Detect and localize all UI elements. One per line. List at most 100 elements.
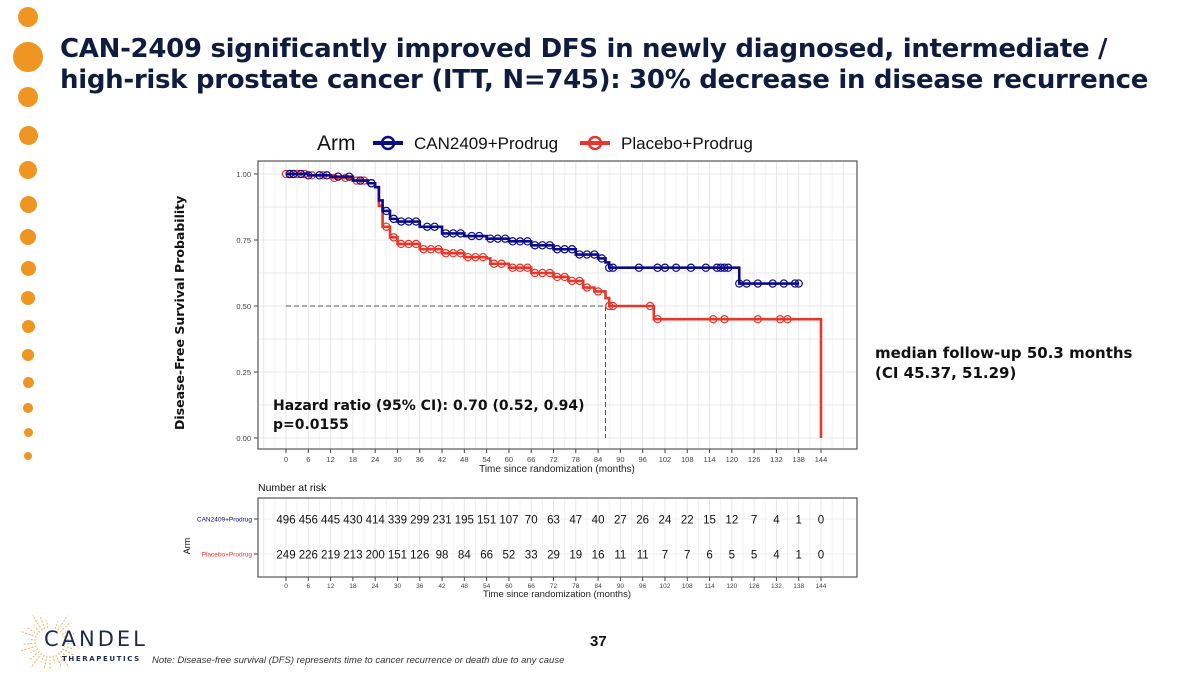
censor-mark	[553, 245, 562, 254]
risk-table-cell: 7	[751, 515, 757, 527]
risk-table-cell: 11	[637, 550, 649, 562]
legend-item-can2409: CAN2409+Prodrug	[373, 134, 558, 153]
survival-curve-line	[286, 172, 799, 285]
risk-table-cell: 126	[410, 550, 429, 562]
risk-table-cell: 299	[410, 515, 429, 527]
x-tick-label: 48	[461, 583, 469, 590]
x-tick-label: 24	[372, 583, 380, 590]
censor-mark	[456, 229, 465, 238]
censor-mark	[382, 206, 391, 216]
censor-mark	[590, 250, 599, 259]
censor-mark	[404, 217, 413, 226]
risk-table-cell: 47	[569, 515, 582, 527]
censor-mark	[478, 252, 488, 262]
censor-mark	[285, 169, 294, 179]
x-tick-label: 78	[572, 583, 580, 590]
x-tick-label: 54	[483, 583, 491, 590]
x-tick-label: 72	[550, 583, 558, 590]
censor-mark	[434, 245, 443, 254]
censor-mark	[560, 272, 569, 282]
risk-table-cell: 7	[662, 550, 668, 562]
censor-mark	[474, 231, 484, 241]
risk-table-cell: 7	[684, 550, 690, 562]
censor-mark	[456, 248, 465, 258]
legend-label-placebo: Placebo+Prodrug	[621, 134, 753, 153]
censor-mark	[653, 263, 662, 272]
censor-mark	[545, 268, 554, 278]
censor-mark	[538, 268, 547, 278]
censor-mark	[775, 315, 785, 324]
decorative-dot	[19, 161, 37, 179]
y-tick-label: 0.00	[236, 434, 251, 443]
risk-table-row-label: Placebo+Prodrug	[202, 552, 253, 559]
hazard-ratio-text: Hazard ratio (95% CI): 0.70 (0.52, 0.94)	[273, 398, 585, 414]
risk-table-cell: 445	[321, 515, 340, 527]
censor-mark	[344, 172, 354, 181]
censor-mark	[389, 214, 398, 224]
x-tick-label: 144	[816, 583, 827, 590]
censor-mark	[686, 263, 696, 272]
risk-table-cell: 29	[547, 550, 560, 562]
decorative-dot	[19, 195, 37, 213]
risk-table-frame	[257, 497, 858, 578]
censor-mark	[304, 171, 313, 180]
censor-mark	[560, 245, 569, 254]
x-tick-label: 138	[793, 583, 804, 590]
sun-ray	[23, 642, 37, 645]
x-tick-label: 0	[284, 583, 288, 590]
sun-ray	[55, 654, 62, 667]
x-tick-label: 120	[726, 455, 739, 464]
risk-table-cell: 11	[614, 550, 626, 562]
censor-mark	[553, 272, 562, 282]
censor-mark	[508, 263, 517, 272]
sun-ray	[30, 652, 43, 668]
slide-title-line1: CAN-2409 significantly improved DFS in n…	[60, 34, 1108, 64]
censor-mark	[567, 276, 577, 286]
x-tick-label: 114	[704, 583, 715, 590]
censor-mark	[396, 239, 406, 249]
censor-mark	[489, 259, 499, 268]
censor-mark	[783, 315, 792, 324]
censor-mark	[300, 169, 309, 179]
risk-table-row: CAN2409+Prodrug 496 456 445 430 414 339 299 231 1…	[197, 515, 824, 527]
risk-table-cell: 107	[499, 515, 518, 527]
censor-mark	[463, 252, 473, 262]
y-tick-label: 0.50	[236, 302, 251, 311]
sun-ray	[28, 638, 37, 641]
censor-mark	[575, 276, 584, 286]
risk-table-cell: 5	[751, 550, 757, 562]
censor-mark	[597, 254, 606, 263]
x-tick-label: 84	[594, 455, 602, 464]
x-tick-label: 42	[438, 583, 446, 590]
legend-circle-icon	[380, 135, 396, 151]
censor-mark	[382, 222, 391, 231]
x-tick-label: 66	[527, 455, 535, 464]
p-value-text: p=0.0155	[273, 417, 349, 433]
decorative-dot	[22, 349, 34, 361]
logo-wordmark: CANDEL	[44, 627, 148, 651]
followup-line1: median follow-up 50.3 months	[875, 344, 1133, 362]
decorative-dot	[18, 87, 38, 107]
legend-label-can2409: CAN2409+Prodrug	[414, 134, 558, 153]
risk-table-cell: 456	[299, 515, 318, 527]
risk-table-cell: 430	[343, 515, 362, 527]
hazard-ratio-annotation: Hazard ratio (95% CI): 0.70 (0.52, 0.94)…	[273, 397, 585, 435]
x-tick-label: 48	[460, 455, 468, 464]
censor-mark	[605, 263, 614, 272]
censor-mark	[367, 179, 376, 188]
censor-mark	[735, 279, 744, 288]
x-tick-label: 12	[327, 583, 335, 590]
censor-mark	[486, 234, 495, 243]
censor-mark	[330, 173, 339, 183]
censor-mark	[296, 169, 306, 179]
censor-mark	[419, 245, 428, 254]
risk-table-row-label: CAN2409+Prodrug	[197, 517, 252, 524]
risk-table-cell: 12	[725, 515, 738, 527]
censor-mark	[634, 263, 644, 272]
censor-mark	[471, 252, 480, 262]
y-tick-label: 1.00	[236, 170, 251, 179]
risk-table-cell: 70	[525, 515, 538, 527]
censor-mark	[292, 169, 302, 179]
censor-mark	[448, 248, 458, 258]
company-logo: CANDEL THERAPEUTICS	[14, 612, 145, 670]
